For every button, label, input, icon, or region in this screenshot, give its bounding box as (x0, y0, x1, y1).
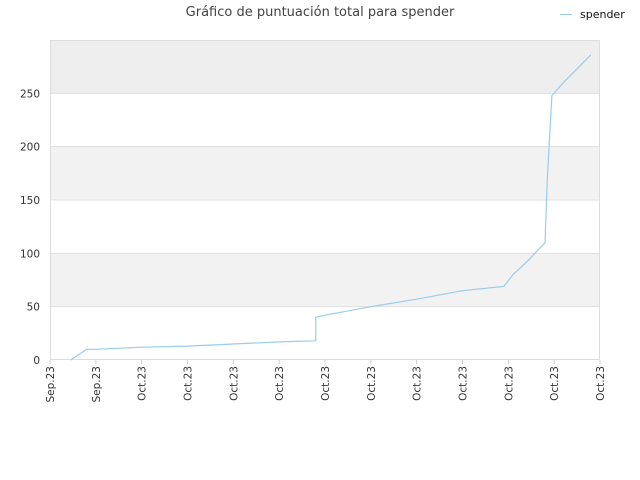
x-tick-label: Sep.23 (45, 366, 57, 403)
y-tick-label: 100 (20, 248, 40, 260)
grid-band (50, 253, 600, 307)
x-tick-label: Oct.23 (458, 366, 470, 401)
y-tick-label: 50 (27, 302, 40, 314)
grid-band (50, 146, 600, 200)
x-tick-label: Oct.23 (183, 366, 195, 401)
x-tick-label: Oct.23 (137, 366, 149, 401)
y-tick-label: 150 (20, 195, 40, 207)
x-tick-label: Oct.23 (320, 366, 332, 401)
x-tick-label: Oct.23 (503, 366, 515, 401)
legend-label-spender: spender (580, 8, 625, 21)
chart-title: Gráfico de puntuación total para spender (185, 5, 455, 20)
y-tick-label: 0 (33, 355, 40, 367)
x-tick-label: Sep.23 (91, 366, 103, 403)
y-tick-label: 200 (20, 142, 40, 154)
x-tick-label: Oct.23 (228, 366, 240, 401)
grid-band (50, 200, 600, 254)
y-tick-label: 250 (20, 88, 40, 100)
x-tick-label: Oct.23 (274, 366, 286, 401)
x-tick-label: Oct.23 (595, 366, 607, 401)
x-tick-label: Oct.23 (366, 366, 378, 401)
series-line-spender (70, 54, 592, 361)
legend: spender (560, 8, 625, 21)
x-tick-label: Oct.23 (549, 366, 561, 401)
grid-band (50, 93, 600, 147)
legend-swatch-spender (560, 14, 572, 15)
grid-band (50, 40, 600, 94)
plot-border (50, 40, 600, 360)
x-tick-label: Oct.23 (412, 366, 424, 401)
